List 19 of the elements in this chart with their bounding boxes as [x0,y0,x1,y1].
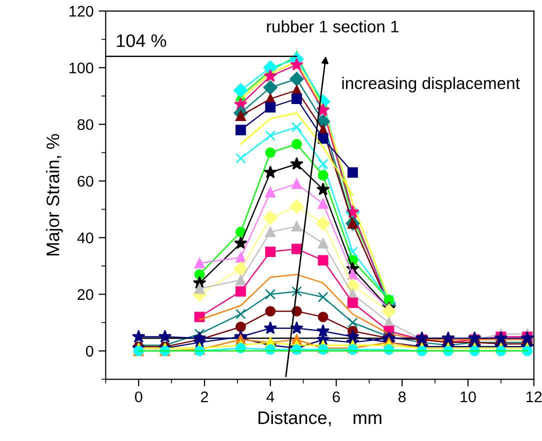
x-tick-label: 8 [398,391,406,402]
y-tick-label: 100 [70,62,94,74]
y-tick-label: 120 [70,6,94,17]
x-tick-label: 4 [266,392,274,402]
y-tick-label: 60 [78,176,94,187]
x-axis-title: Distance, mm [258,410,382,426]
x-tick-label: 10 [460,391,476,402]
y-tick-label: 40 [77,232,94,244]
y-axis-title: Major Strain, % [46,134,63,256]
chart-title: rubber 1 section 1 [267,20,399,32]
annotation: 104 % [116,34,166,48]
x-tick-label: 0 [134,391,142,402]
y-tick-label: 0 [86,346,94,357]
x-tick-label: 2 [201,391,208,402]
y-tick-label: 20 [78,289,94,300]
x-tick-label: 6 [332,391,340,402]
y-tick-label: 80 [78,119,94,130]
annotation: increasing displacement [342,76,520,92]
x-tick-label: 12 [526,391,542,402]
